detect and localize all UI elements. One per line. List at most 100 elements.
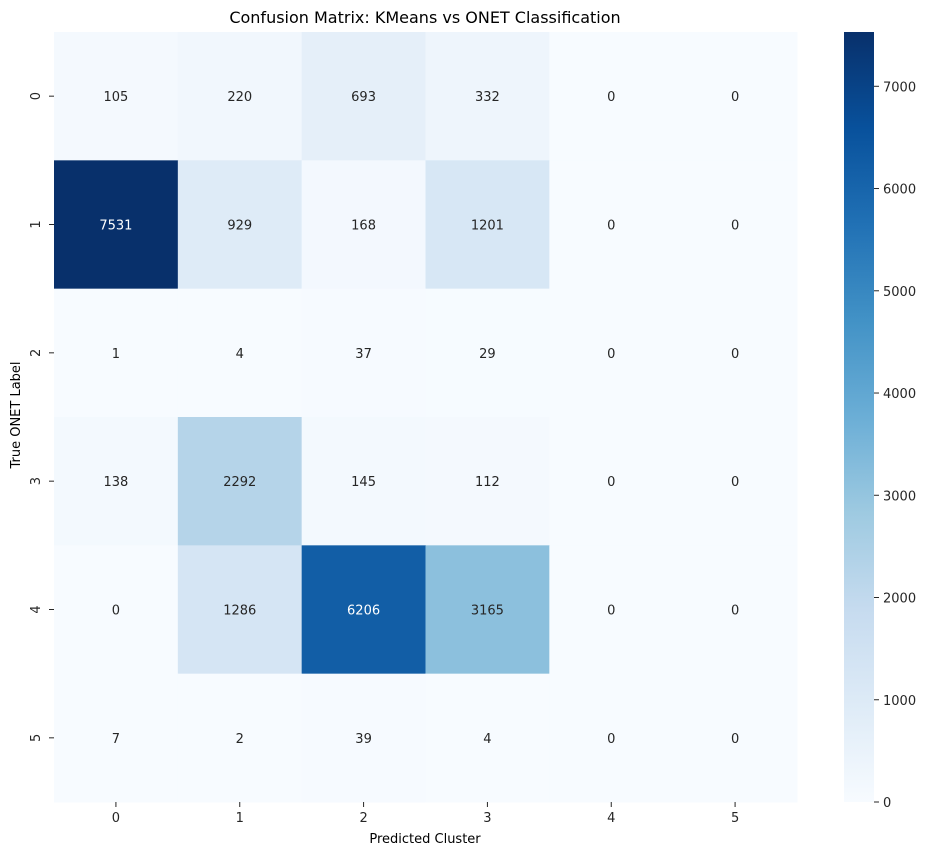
- x-tick-label: 4: [607, 811, 615, 826]
- y-axis-ticks: 0 1 2 3 4 5: [29, 92, 54, 742]
- heatmap-cell: [301, 673, 426, 803]
- heatmap-cell: [54, 417, 179, 546]
- x-tick-label: 1: [236, 811, 244, 826]
- heatmap-cell: [425, 32, 550, 161]
- heatmap-cell: [54, 32, 179, 161]
- heatmap-cell: [549, 288, 674, 418]
- heatmap-cell: [673, 673, 798, 803]
- heatmap-cell: [425, 288, 550, 418]
- heatmap-cell: [301, 288, 426, 418]
- cell-value-label: 112: [475, 475, 500, 490]
- cell-value-label: 6206: [347, 604, 380, 619]
- heatmap-cell: [425, 545, 550, 675]
- y-tick-label: 3: [29, 477, 44, 485]
- cell-value-label: 1201: [471, 219, 504, 234]
- colorbar: [844, 32, 874, 802]
- heatmap-cell: [54, 545, 179, 675]
- y-tick-label: 0: [29, 92, 44, 100]
- colorbar-tick-label: 2000: [883, 592, 916, 607]
- colorbar-tick-label: 7000: [883, 80, 916, 95]
- cell-value-label: 693: [351, 90, 376, 105]
- heatmap-cell: [673, 417, 798, 546]
- colorbar-tick-label: 6000: [883, 183, 916, 198]
- x-tick-label: 0: [112, 811, 120, 826]
- heatmap-cell: [673, 32, 798, 161]
- cell-value-label: 0: [731, 90, 739, 105]
- cell-value-label: 37: [355, 347, 372, 362]
- heatmap-cell: [177, 673, 303, 803]
- cell-value-label: 0: [607, 604, 615, 619]
- heatmap-cell: [549, 160, 674, 290]
- y-tick-label: 4: [29, 605, 44, 613]
- cell-value-label: 39: [355, 732, 372, 747]
- cell-value-label: 145: [351, 475, 376, 490]
- heatmap-cell: [54, 673, 179, 803]
- cell-value-label: 105: [104, 90, 129, 105]
- y-axis-label: True ONET Label: [9, 361, 24, 469]
- colorbar-tick-label: 5000: [883, 285, 916, 300]
- cell-value-label: 0: [731, 219, 739, 234]
- cell-value-label: 0: [607, 347, 615, 362]
- heatmap-cell: [673, 545, 798, 675]
- heatmap-cell: [425, 673, 550, 803]
- heatmap-cell: [425, 417, 550, 546]
- x-axis-ticks: 0 1 2 3 4 5: [112, 802, 739, 826]
- colorbar-tick-label: 4000: [883, 387, 916, 402]
- cell-value-label: 1: [112, 347, 120, 362]
- heatmap-cell: [549, 673, 674, 803]
- cell-value-label: 29: [479, 347, 496, 362]
- cell-value-label: 0: [607, 475, 615, 490]
- cell-value-label: 4: [483, 732, 491, 747]
- cell-value-label: 929: [227, 219, 252, 234]
- x-axis-label: Predicted Cluster: [369, 832, 481, 847]
- heatmap-cell: [177, 288, 303, 418]
- heatmap-cells: 105 220 693 332 0 0 7531 929 168 1201 0 0 1 4 37 29 0 0 13…: [54, 32, 798, 803]
- cell-value-label: 2: [236, 732, 244, 747]
- colorbar-tick-label: 3000: [883, 489, 916, 504]
- chart-title: Confusion Matrix: KMeans vs ONET Classif…: [229, 8, 620, 27]
- heatmap-cell: [301, 160, 426, 290]
- y-tick-label: 1: [29, 220, 44, 228]
- cell-value-label: 0: [607, 219, 615, 234]
- heatmap-cell: [673, 160, 798, 290]
- cell-value-label: 1286: [223, 604, 256, 619]
- cell-value-label: 0: [731, 347, 739, 362]
- cell-value-label: 332: [475, 90, 500, 105]
- cell-value-label: 0: [731, 475, 739, 490]
- heatmap-cell: [301, 32, 426, 161]
- heatmap-cell: [54, 288, 179, 418]
- x-tick-label: 3: [483, 811, 491, 826]
- heatmap-cell: [177, 160, 303, 290]
- heatmap-cell: [425, 160, 550, 290]
- y-tick-label: 2: [29, 349, 44, 357]
- cell-value-label: 4: [236, 347, 244, 362]
- cell-value-label: 7531: [99, 219, 132, 234]
- cell-value-label: 0: [731, 732, 739, 747]
- cell-value-label: 3165: [471, 604, 504, 619]
- heatmap-cell: [54, 160, 179, 290]
- heatmap-cell: [177, 417, 303, 546]
- cell-value-label: 220: [227, 90, 252, 105]
- colorbar-tick-label: 1000: [883, 694, 916, 709]
- heatmap-cell: [549, 545, 674, 675]
- heatmap-cell: [177, 545, 303, 675]
- y-tick-label: 5: [29, 734, 44, 742]
- heatmap-cell: [549, 417, 674, 546]
- x-tick-label: 2: [359, 811, 367, 826]
- cell-value-label: 0: [731, 604, 739, 619]
- cell-value-label: 168: [351, 219, 376, 234]
- cell-value-label: 0: [607, 90, 615, 105]
- colorbar-ticks: 0 1000 2000 3000 4000 5000 6000 7000: [874, 80, 916, 811]
- colorbar-tick-label: 0: [883, 796, 891, 811]
- cell-value-label: 0: [607, 732, 615, 747]
- heatmap-cell: [673, 288, 798, 418]
- heatmap-cell: [301, 417, 426, 546]
- cell-value-label: 7: [112, 732, 120, 747]
- heatmap-cell: [177, 32, 303, 161]
- heatmap-cell: [301, 545, 426, 675]
- cell-value-label: 0: [112, 604, 120, 619]
- cell-value-label: 2292: [223, 475, 256, 490]
- heatmap-cell: [549, 32, 674, 161]
- cell-value-label: 138: [104, 475, 129, 490]
